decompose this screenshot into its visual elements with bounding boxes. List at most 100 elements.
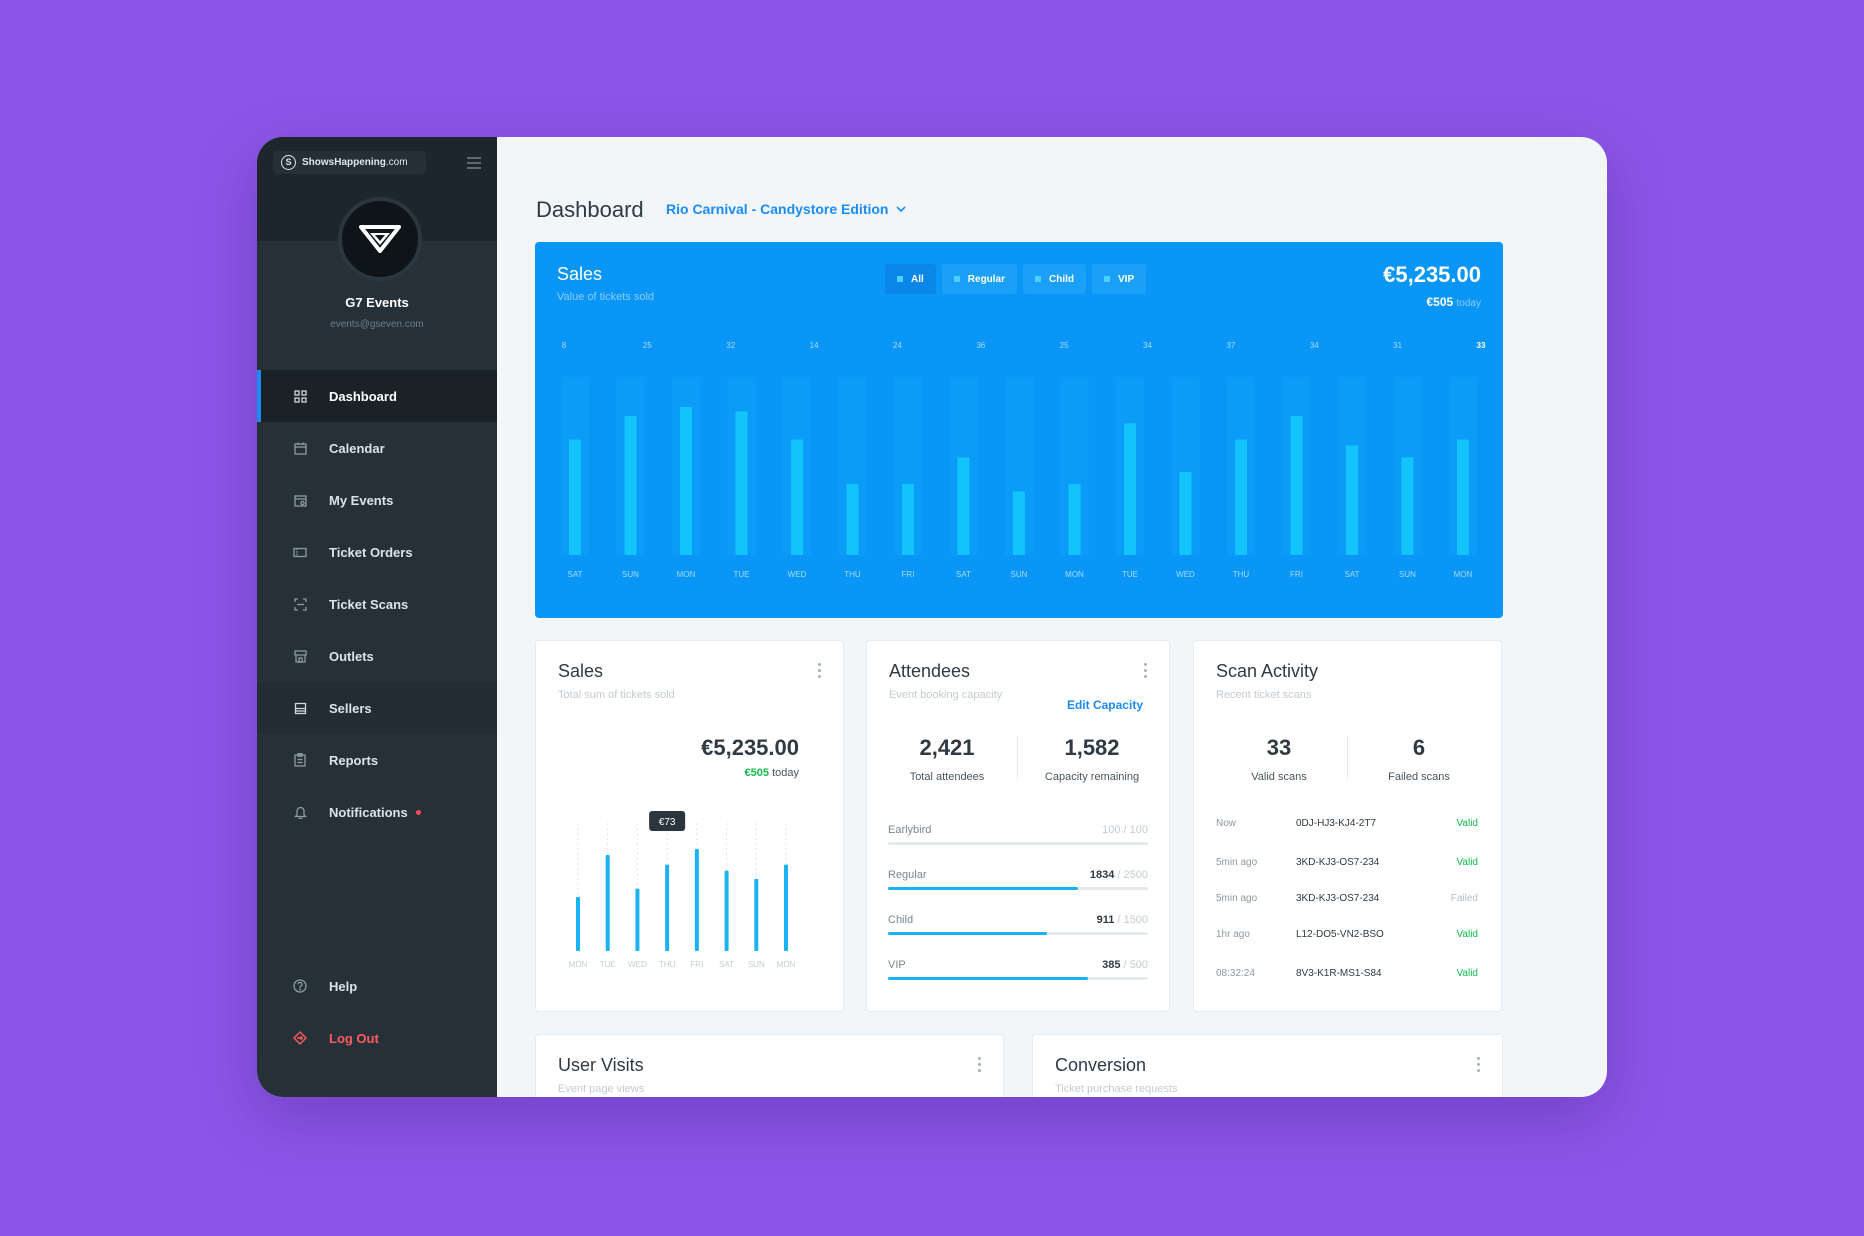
grid-icon (293, 389, 307, 403)
hero-top-label: 24 (893, 341, 902, 350)
sidebar-item-my-events[interactable]: My Events (257, 474, 497, 526)
sidebar-item-sellers[interactable]: Sellers (257, 682, 497, 734)
hero-bar[interactable] (1346, 445, 1358, 555)
sidebar-item-calendar[interactable]: Calendar (257, 422, 497, 474)
brand-logo[interactable]: S ShowsHappening.com (273, 151, 426, 174)
more-options-icon[interactable] (818, 663, 821, 681)
user-visits-card: User Visits Event page views (535, 1034, 1004, 1097)
capacity-row: Child 911 / 1500 (888, 914, 1148, 935)
capacity-remaining-stat: 1,582 Capacity remaining (1027, 735, 1157, 783)
mini-bar[interactable] (694, 849, 699, 951)
capacity-bar-track (888, 977, 1148, 980)
sidebar-item-reports[interactable]: Reports (257, 734, 497, 786)
mini-bar[interactable] (605, 855, 610, 951)
hero-top-label: 14 (810, 341, 819, 350)
hero-top-label: 34 (1143, 341, 1152, 350)
event-selector[interactable]: Rio Carnival - Candystore Edition (666, 201, 907, 217)
mini-bar[interactable] (784, 864, 788, 951)
hero-top-label: 36 (976, 341, 985, 350)
edit-capacity-link[interactable]: Edit Capacity (1066, 698, 1143, 712)
mini-bar[interactable] (754, 879, 759, 951)
hero-bar[interactable] (1235, 439, 1247, 555)
hero-bar[interactable] (1290, 415, 1303, 555)
filter-regular[interactable]: Regular (941, 264, 1018, 294)
logout-label: Log Out (329, 1030, 379, 1046)
failed-scans-value: 6 (1412, 735, 1426, 760)
hero-bar[interactable] (569, 439, 581, 555)
sales-today: €505 today (745, 767, 799, 779)
main-content: Dashboard Rio Carnival - Candystore Edit… (497, 137, 1607, 1097)
logout-icon (293, 1031, 307, 1045)
brand-s-icon: S (281, 155, 296, 170)
filter-all[interactable]: All (885, 264, 936, 294)
hero-bar[interactable] (1124, 423, 1136, 555)
hero-x-label: SUN (1011, 570, 1028, 579)
mini-x-label: TUE (600, 960, 616, 969)
menu-icon[interactable] (467, 157, 481, 172)
tier-name: Earlybird (888, 824, 932, 836)
hero-today: €505 today (1426, 295, 1481, 309)
hero-bar[interactable] (1013, 491, 1025, 555)
hero-x-label: TUE (1122, 570, 1138, 579)
mini-bar[interactable] (724, 870, 729, 951)
hero-bar[interactable] (1179, 472, 1192, 555)
hero-bar-chart: SAT SUN MON TUE WED THU FRI SAT SUN MON TUE WED THU F… (561, 341, 1486, 579)
scan-code: 3KD-KJ3-OS7-234 (1296, 857, 1380, 868)
hero-bar[interactable] (1457, 439, 1469, 555)
hero-bar[interactable] (902, 483, 914, 555)
total-attendees-stat: 2,421 Total attendees (887, 735, 1007, 783)
capacity-row: Earlybird 100 / 100 (888, 824, 1148, 845)
sidebar-item-dashboard[interactable]: Dashboard (257, 370, 497, 422)
hero-x-label: FRI (1290, 570, 1303, 579)
sidebar-item-ticket-scans[interactable]: Ticket Scans (257, 578, 497, 630)
sidebar-item-logout[interactable]: Log Out (257, 1012, 497, 1064)
sidebar-item-outlets[interactable]: Outlets (257, 630, 497, 682)
scan-code: L12-DO5-VN2-BSO (1296, 929, 1384, 940)
hero-bar[interactable] (1401, 457, 1414, 555)
tier-count: 100 / 100 (1102, 824, 1148, 836)
avatar[interactable] (338, 197, 422, 281)
hero-bar[interactable] (846, 483, 859, 555)
filter-child[interactable]: Child (1023, 264, 1087, 294)
capacity-bar-track (888, 932, 1148, 935)
scan-status: Valid (1456, 857, 1479, 868)
hero-top-label: 31 (1393, 341, 1402, 350)
hero-x-label: SAT (1345, 570, 1360, 579)
tier-name: VIP (888, 959, 906, 971)
hero-x-label: THU (844, 570, 861, 579)
hero-bar[interactable] (957, 457, 970, 555)
sidebar-item-label: Reports (329, 752, 379, 768)
sales-card: Sales Total sum of tickets sold €5,235.0… (535, 640, 844, 1012)
stat-divider (1347, 735, 1348, 779)
filter-vip[interactable]: VIP (1092, 264, 1147, 294)
card-subtitle: Recent ticket scans (1216, 689, 1312, 701)
hero-bar[interactable] (735, 411, 748, 555)
hero-bar[interactable] (680, 407, 692, 555)
hero-bar[interactable] (791, 439, 803, 555)
legend-square-icon (1035, 276, 1042, 282)
ticket-filter-group: All Regular Child VIP (885, 264, 1147, 294)
more-options-icon[interactable] (1144, 663, 1147, 681)
capacity-remaining-label: Capacity remaining (1044, 771, 1140, 783)
hero-bar[interactable] (624, 415, 637, 555)
more-options-icon[interactable] (1477, 1057, 1480, 1075)
sidebar-item-help[interactable]: Help (257, 960, 497, 1012)
mini-bar[interactable] (635, 888, 640, 951)
hero-subtitle: Value of tickets sold (557, 291, 655, 303)
hero-top-label: 8 (562, 341, 567, 350)
mini-x-label: MON (569, 960, 588, 969)
mini-bar[interactable] (665, 864, 670, 951)
hero-bar[interactable] (1068, 483, 1081, 555)
tier-count: 911 / 1500 (1096, 914, 1148, 926)
sidebar-item-label: Outlets (329, 648, 374, 664)
sidebar-item-notifications[interactable]: Notifications (257, 786, 497, 838)
sidebar-item-ticket-orders[interactable]: Ticket Orders (257, 526, 497, 578)
capacity-bar-fill (888, 932, 1047, 935)
more-options-icon[interactable] (978, 1057, 981, 1075)
hero-x-label: MON (1454, 570, 1473, 579)
hero-top-label: 37 (1226, 341, 1235, 350)
sidebar-bottom-nav: Help Log Out (257, 960, 497, 1064)
store-icon (293, 649, 307, 663)
mini-bar[interactable] (576, 897, 580, 951)
failed-scans-stat: 6 Failed scans (1354, 735, 1484, 783)
